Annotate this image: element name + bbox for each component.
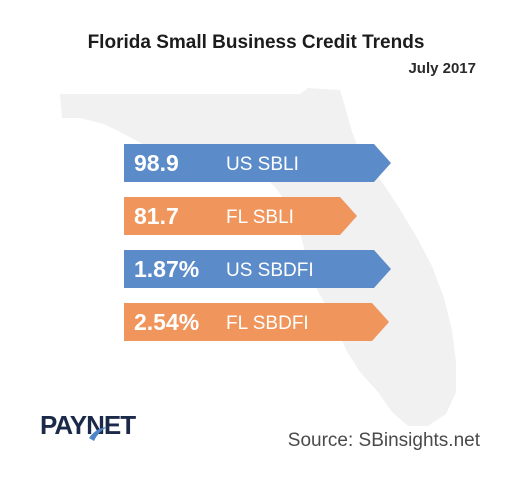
chart-subtitle: July 2017 xyxy=(408,60,476,77)
bar-value-label: 81.7 xyxy=(134,203,179,229)
paynet-logo: PAYNET xyxy=(40,410,136,441)
bar-us-sbdfi: 1.87% US SBDFI xyxy=(124,250,391,288)
source-credit: Source: SBinsights.net xyxy=(287,430,480,451)
bar-value-label: 98.9 xyxy=(134,150,179,176)
logo-swoosh-icon xyxy=(89,427,107,441)
bar-arrow-shape xyxy=(124,144,391,182)
bar-fl-sbdfi: 2.54% FL SBDFI xyxy=(124,303,389,341)
bar-category-label: FL SBDFI xyxy=(226,313,309,334)
bar-value-label: 2.54% xyxy=(134,309,199,335)
bar-value-label: 1.87% xyxy=(134,256,199,282)
bar-us-sbli: 98.9 US SBLI xyxy=(124,144,391,182)
bar-arrow-shape xyxy=(124,303,389,341)
paynet-logo-text: PAYNET xyxy=(40,410,136,440)
bar-arrow-shape xyxy=(124,197,357,235)
bar-category-label: US SBLI xyxy=(226,154,299,175)
bar-category-label: FL SBLI xyxy=(226,207,294,228)
bar-arrow-shape xyxy=(124,250,391,288)
chart-title: Florida Small Business Credit Trends xyxy=(87,32,425,53)
bar-category-label: US SBDFI xyxy=(226,260,314,281)
bar-fl-sbli: 81.7 FL SBLI xyxy=(124,197,357,235)
